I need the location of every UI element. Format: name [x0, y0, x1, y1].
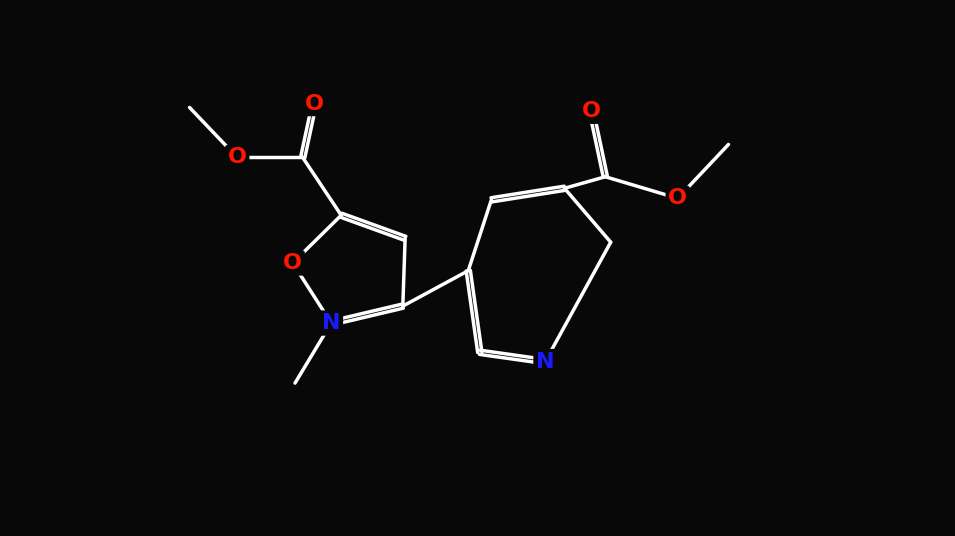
Text: O: O: [582, 101, 601, 121]
Text: N: N: [536, 352, 555, 371]
Text: O: O: [668, 188, 688, 209]
Text: O: O: [305, 94, 324, 114]
Text: O: O: [284, 253, 302, 273]
Text: O: O: [227, 147, 246, 167]
Text: N: N: [322, 313, 340, 333]
